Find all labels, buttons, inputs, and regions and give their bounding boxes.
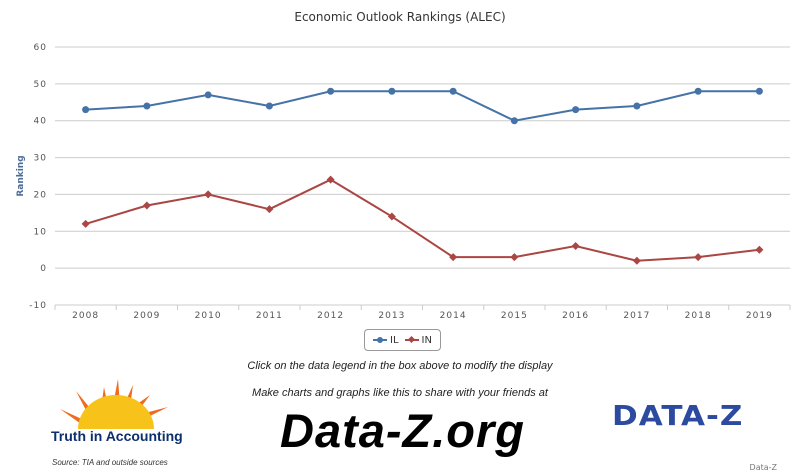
y-tick-label: 30 (34, 154, 47, 164)
point-in-2008[interactable] (81, 219, 90, 228)
y-tick-label: 0 (40, 264, 47, 274)
y-tick-label: 60 (34, 43, 47, 53)
credit-text: Data-Z (749, 463, 777, 472)
point-il-2009[interactable] (143, 102, 151, 110)
gridlines (55, 46, 790, 306)
x-tick-label: 2008 (72, 311, 99, 321)
x-axis-ticks: 2008 2009 2010 2011 2012 2013 2014 2015 2016 2017… (54, 305, 791, 321)
sun-logo-icon (60, 379, 168, 429)
point-il-2017[interactable] (633, 102, 641, 110)
legend-label-in: IN (421, 334, 432, 346)
point-il-2012[interactable] (327, 87, 335, 95)
y-tick-label: 40 (34, 117, 47, 127)
x-tick-label: 2017 (623, 311, 650, 321)
chart-legend[interactable]: IL IN (364, 329, 441, 351)
series-group (81, 87, 764, 265)
point-in-2013[interactable] (387, 212, 396, 221)
point-il-2018[interactable] (694, 87, 702, 95)
point-il-2016[interactable] (572, 106, 580, 114)
y-tick-label: 50 (34, 80, 47, 90)
line-chart: Economic Outlook Rankings (ALEC) -10 0 10 2… (16, 10, 791, 321)
point-in-2010[interactable] (204, 190, 213, 199)
point-il-2014[interactable] (449, 87, 457, 95)
data-z-logo: DATA-Z (612, 399, 744, 433)
point-in-2011[interactable] (265, 205, 274, 214)
series-line-il (85, 90, 760, 122)
x-tick-label: 2012 (317, 311, 344, 321)
y-axis-label: Ranking (16, 155, 26, 196)
point-il-2015[interactable] (510, 117, 518, 125)
legend-item-il[interactable]: IL (373, 335, 399, 346)
point-il-2013[interactable] (388, 87, 396, 95)
legend-swatch-in (404, 339, 419, 341)
promo-text: Make charts and graphs like this to shar… (252, 387, 548, 399)
source-note: Source: TIA and outside sources (52, 458, 168, 467)
y-tick-label: 20 (34, 190, 47, 200)
point-in-2018[interactable] (694, 253, 703, 262)
point-il-2011[interactable] (265, 102, 273, 110)
chart-title: Economic Outlook Rankings (ALEC) (294, 10, 505, 24)
y-axis-ticks: -10 0 10 20 30 40 50 60 (29, 43, 47, 311)
x-tick-label: 2013 (378, 311, 405, 321)
point-in-2015[interactable] (510, 253, 519, 262)
legend-hint-text: Click on the data legend in the box abov… (247, 360, 553, 372)
legend-label-il: IL (390, 334, 399, 346)
y-tick-label: 10 (34, 227, 47, 237)
x-tick-label: 2010 (195, 311, 222, 321)
point-in-2016[interactable] (571, 242, 580, 251)
tia-logo-text: Truth in Accounting (51, 428, 183, 444)
y-tick-label: -10 (29, 301, 47, 311)
point-in-2014[interactable] (449, 253, 458, 262)
point-il-2019[interactable] (755, 87, 763, 95)
x-tick-label: 2019 (746, 311, 773, 321)
x-tick-label: 2018 (685, 311, 712, 321)
point-il-2010[interactable] (204, 91, 212, 99)
series-line-in (85, 178, 760, 262)
x-tick-label: 2009 (133, 311, 160, 321)
legend-swatch-il (373, 337, 388, 343)
point-in-2017[interactable] (632, 256, 641, 265)
point-in-2012[interactable] (326, 175, 335, 184)
x-tick-label: 2011 (256, 311, 283, 321)
x-tick-label: 2015 (501, 311, 528, 321)
x-tick-label: 2014 (440, 311, 467, 321)
point-in-2009[interactable] (142, 201, 151, 210)
legend-item-in[interactable]: IN (404, 334, 432, 346)
site-name[interactable]: Data-Z.org (280, 404, 525, 457)
x-tick-label: 2016 (562, 311, 589, 321)
point-il-2008[interactable] (82, 106, 90, 114)
point-in-2019[interactable] (755, 245, 764, 254)
